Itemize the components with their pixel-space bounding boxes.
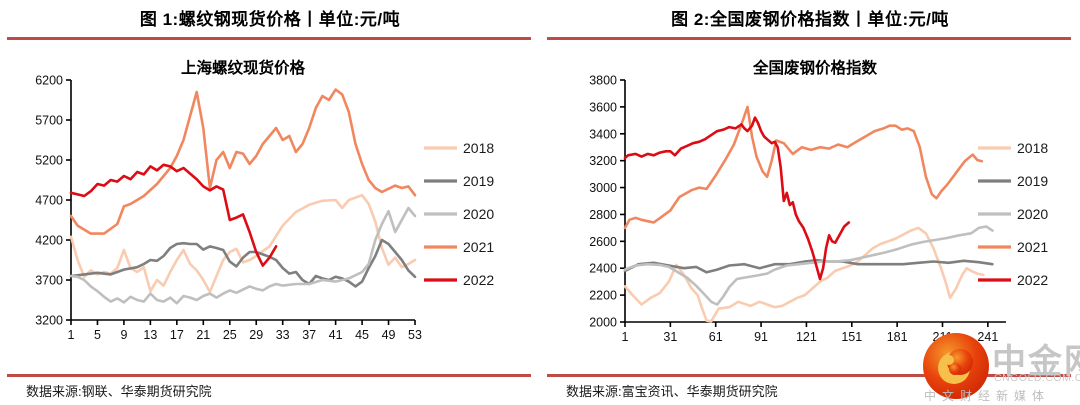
series-line-2019 bbox=[623, 258, 994, 274]
y-tick-label: 2800 bbox=[589, 208, 617, 222]
watermark-slogan-text: 中文财经新媒体 bbox=[924, 389, 1051, 403]
y-tick-label: 2200 bbox=[589, 289, 617, 303]
y-tick-label: 4200 bbox=[35, 234, 63, 248]
x-tick-label: 33 bbox=[276, 328, 290, 342]
figure-2-top-rule bbox=[547, 37, 1071, 40]
legend-label-2019: 2019 bbox=[463, 173, 494, 189]
y-tick-label: 3000 bbox=[589, 181, 617, 195]
y-tick-label: 3400 bbox=[589, 127, 617, 141]
x-tick-label: 1 bbox=[622, 330, 629, 344]
legend-label-2019: 2019 bbox=[1017, 173, 1048, 189]
x-tick-label: 21 bbox=[196, 328, 210, 342]
x-tick-label: 1 bbox=[68, 328, 75, 342]
legend-label-2022: 2022 bbox=[1017, 272, 1048, 288]
y-tick-label: 3200 bbox=[589, 154, 617, 168]
series-line-2019 bbox=[69, 238, 417, 288]
x-tick-label: 25 bbox=[223, 328, 237, 342]
chart-title: 上海螺纹现货价格 bbox=[181, 58, 306, 77]
series-line-2021 bbox=[623, 105, 984, 230]
series-line-2022 bbox=[69, 163, 278, 267]
y-tick-label: 3700 bbox=[35, 274, 63, 288]
x-tick-label: 29 bbox=[249, 328, 263, 342]
series-line-2020 bbox=[623, 225, 994, 306]
x-tick-label: 31 bbox=[663, 330, 677, 344]
legend-label-2020: 2020 bbox=[463, 206, 494, 222]
legend-label-2021: 2021 bbox=[463, 239, 494, 255]
figure-1-bottom-rule bbox=[7, 374, 531, 377]
legend-item-2021: 2021 bbox=[978, 239, 1048, 255]
y-tick-label: 6200 bbox=[35, 74, 63, 88]
cngold-logo-icon bbox=[923, 333, 989, 399]
cngold-watermark: 中金网 CNGOLD.COM.CN 中文财经新媒体 bbox=[920, 330, 1080, 405]
figure-1-title: 图 1:螺纹钢现货价格丨单位:元/吨 bbox=[139, 10, 401, 29]
y-tick-label: 4700 bbox=[35, 194, 63, 208]
watermark-brand-text: 中金网 bbox=[992, 343, 1080, 381]
y-tick-label: 2400 bbox=[589, 262, 617, 276]
legend-item-2018: 2018 bbox=[424, 140, 494, 156]
x-tick-label: 13 bbox=[143, 328, 157, 342]
legend-item-2020: 2020 bbox=[424, 206, 494, 222]
figure-1-source: 数据来源:钢联、华泰期货研究院 bbox=[26, 384, 212, 399]
legend-item-2018: 2018 bbox=[978, 140, 1048, 156]
figure-1-panel: 图 1:螺纹钢现货价格丨单位:元/吨 3200 3700 4200 4700 5200 5… bbox=[7, 10, 531, 399]
legend-label-2022: 2022 bbox=[463, 272, 494, 288]
axes-spines bbox=[70, 80, 415, 321]
x-tick-label: 181 bbox=[887, 330, 908, 344]
figure-2-title: 图 2:全国废钢价格指数丨单位:元/吨 bbox=[671, 10, 949, 29]
figure-1-top-rule bbox=[7, 37, 531, 40]
legend-label-2018: 2018 bbox=[1017, 140, 1048, 156]
y-tick-label: 3800 bbox=[589, 74, 617, 88]
chart-title: 全国废钢价格指数 bbox=[752, 58, 878, 77]
legend-item-2019: 2019 bbox=[424, 173, 494, 189]
series-line-2018 bbox=[69, 193, 417, 294]
legend-item-2019: 2019 bbox=[978, 173, 1048, 189]
y-tick-label: 2600 bbox=[589, 235, 617, 249]
series-line-2022 bbox=[623, 116, 851, 281]
x-tick-label: 5 bbox=[94, 328, 101, 342]
legend-item-2020: 2020 bbox=[978, 206, 1048, 222]
x-tick-label: 53 bbox=[408, 328, 422, 342]
x-tick-label: 17 bbox=[170, 328, 184, 342]
series-line-2020 bbox=[69, 206, 417, 305]
x-tick-label: 151 bbox=[841, 330, 862, 344]
x-tick-label: 37 bbox=[302, 328, 316, 342]
legend-label-2018: 2018 bbox=[463, 140, 494, 156]
series-line-2021 bbox=[69, 88, 417, 235]
x-tick-label: 45 bbox=[355, 328, 369, 342]
x-tick-label: 241 bbox=[977, 330, 998, 344]
x-tick-label: 121 bbox=[796, 330, 817, 344]
rebar-spot-price-chart: 3200 3700 4200 4700 5200 5700 6200 1 5 9 13 17 21 25 2… bbox=[35, 58, 494, 342]
y-tick-label: 3600 bbox=[589, 100, 617, 114]
y-tick-label: 5700 bbox=[35, 114, 63, 128]
y-tick-label: 2000 bbox=[589, 316, 617, 330]
legend-label-2021: 2021 bbox=[1017, 239, 1048, 255]
legend-item-2021: 2021 bbox=[424, 239, 494, 255]
x-tick-label: 61 bbox=[709, 330, 723, 344]
y-tick-label: 5200 bbox=[35, 154, 63, 168]
x-tick-label: 49 bbox=[382, 328, 396, 342]
legend-item-2022: 2022 bbox=[978, 272, 1048, 288]
series-line-2018 bbox=[623, 226, 985, 323]
figure-2-panel: 图 2:全国废钢价格指数丨单位:元/吨 2000 2200 2400 2600 2800… bbox=[540, 0, 1080, 405]
x-tick-label: 9 bbox=[120, 328, 127, 342]
figure-2-bottom-rule bbox=[547, 374, 1071, 377]
y-tick-label: 3200 bbox=[35, 314, 63, 328]
legend-item-2022: 2022 bbox=[424, 272, 494, 288]
x-tick-label: 41 bbox=[329, 328, 343, 342]
x-tick-label: 91 bbox=[754, 330, 768, 344]
watermark-domain-text: CNGOLD.COM.CN bbox=[994, 372, 1080, 384]
scrap-steel-index-chart: 2000 2200 2400 2600 2800 3000 3200 3400 3600 3800… bbox=[589, 58, 1048, 344]
figure-2-source: 数据来源:富宝资讯、华泰期货研究院 bbox=[566, 384, 778, 399]
legend-label-2020: 2020 bbox=[1017, 206, 1048, 222]
